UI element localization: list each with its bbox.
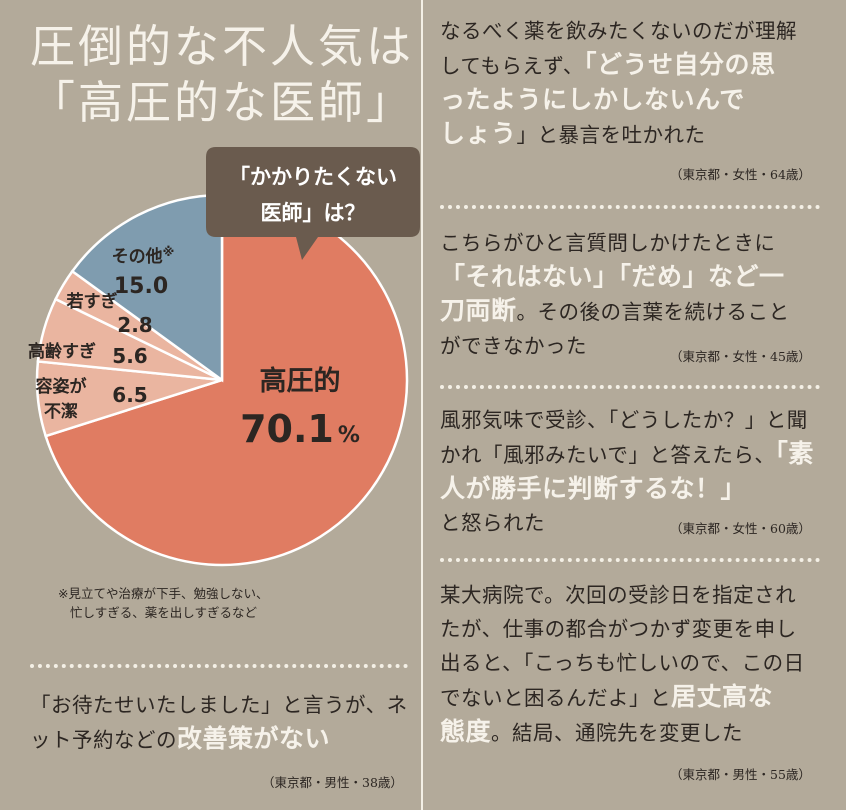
quote-2-line-1: こちらがひと言質問しかけたときに — [440, 231, 776, 255]
quote-4-line-5: 態度。結局、通院先を変更した — [440, 717, 744, 746]
slice-value-0: 70.1% — [240, 407, 360, 451]
footnote-line-2: 忙しすぎる、薬を出しすぎるなど — [70, 605, 258, 620]
quote-5-highlight: 改善策がない — [177, 724, 331, 753]
slice-value-1: 6.5 — [112, 383, 147, 407]
quote-4: 某大病院で。次回の受診日を指定され たが、仕事の都合がつかず変更を申し 出ると、… — [440, 578, 805, 750]
quote-3-line-1: 風邪気味で受診、「どうしたか？」と聞 — [440, 408, 808, 432]
callout-line-2: 医師」は？ — [261, 201, 366, 225]
slice-label-1-line-2: 不潔 — [44, 401, 78, 422]
slice-value-4: 15.0 — [114, 274, 168, 299]
column-divider — [421, 0, 423, 810]
quote-5-line-2: ット予約などの改善策がない — [30, 724, 331, 753]
quote-5: 「お待たせいたしました」と言うが、ネ ット予約などの改善策がない — [30, 688, 408, 757]
quote-2-line-3: 刀両断。その後の言葉を続けること — [440, 296, 790, 325]
headline-line-2: 「高圧的な医師」 — [30, 76, 415, 129]
quote-3-source: （東京都・女性・60歳） — [670, 521, 811, 536]
quote-4-source: （東京都・男性・55歳） — [670, 767, 811, 782]
quote-1-highlight-b: ったようにしかしないんで — [440, 85, 745, 114]
quote-2: こちらがひと言質問しかけたときに 「それはない」「だめ」など一 刀両断。その後の… — [440, 226, 790, 363]
slice-label-1-line-1: 容姿が — [36, 376, 87, 397]
quote-4-line-1: 某大病院で。次回の受診日を指定され — [440, 583, 797, 607]
quote-1-line-4: しょう」と暴言を吐かれた — [440, 119, 706, 148]
quote-5-line-1: 「お待たせいたしました」と言うが、ネ — [30, 693, 408, 717]
quote-2-line-4: ができなかった — [440, 334, 587, 358]
quote-4-line-3: 出ると、「こっちも忙しいので、この日 — [440, 651, 805, 675]
quote-1: なるべく薬を飲みたくないのだが理解 してもらえず、「どうせ自分の思 ったようにし… — [440, 14, 797, 152]
divider-2 — [440, 385, 820, 389]
quote-2-highlight-a: 「それはない」「だめ」など一 — [440, 262, 785, 291]
quote-3: 風邪気味で受診、「どうしたか？」と聞 かれ「風邪みたいで」と答えたら、「素 人が… — [440, 403, 814, 540]
quote-4-line-4: でないと困るんだよ」と居丈高な — [440, 682, 774, 711]
quote-1-highlight-c: しょう — [440, 119, 517, 148]
footnote-line-1: ※見立てや治療が下手、勉強しない、 — [58, 586, 269, 601]
quote-2-source: （東京都・女性・45歳） — [670, 349, 811, 364]
divider-3 — [440, 558, 820, 562]
headline-line-1: 圧倒的な不人気は — [30, 20, 415, 73]
divider-1 — [440, 205, 820, 209]
quote-2-highlight-b: 刀両断 — [440, 296, 517, 325]
slice-label-2: 高齢すぎ — [28, 341, 96, 362]
quote-4-highlight-a: 居丈高な — [671, 682, 774, 711]
slice-label-0: 高圧的 — [260, 365, 341, 397]
quote-4-line-2: たが、仕事の都合がつかず変更を申し — [440, 617, 797, 641]
quote-3-line-2: かれ「風邪みたいで」と答えたら、「素 — [440, 439, 814, 468]
quote-3-highlight-a: 「素 — [775, 439, 814, 468]
divider-left — [30, 664, 408, 668]
quote-3-line-4: と怒られた — [440, 511, 545, 535]
quote-1-line-1: なるべく薬を飲みたくないのだが理解 — [440, 19, 797, 43]
slice-label-3: 若すぎ — [66, 291, 118, 312]
quote-1-source: （東京都・女性・64歳） — [670, 167, 811, 182]
quote-1-line-2: してもらえず、「どうせ自分の思 — [440, 50, 776, 79]
quote-3-highlight-b: 人が勝手に判断するな！」 — [440, 474, 747, 503]
slice-value-3: 2.8 — [117, 313, 152, 337]
callout-line-1: 「かかりたくない — [229, 165, 397, 189]
quote-1-highlight-a: 「どうせ自分の思 — [583, 50, 776, 79]
quote-5-source: （東京都・男性・38歳） — [262, 775, 403, 790]
quote-4-highlight-b: 態度 — [440, 717, 492, 746]
slice-label-4: その他※ — [112, 245, 175, 267]
chart-footnote: ※見立てや治療が下手、勉強しない、 忙しすぎる、薬を出しすぎるなど — [58, 584, 268, 622]
callout-bubble — [206, 147, 420, 260]
slice-value-2: 5.6 — [112, 344, 147, 368]
